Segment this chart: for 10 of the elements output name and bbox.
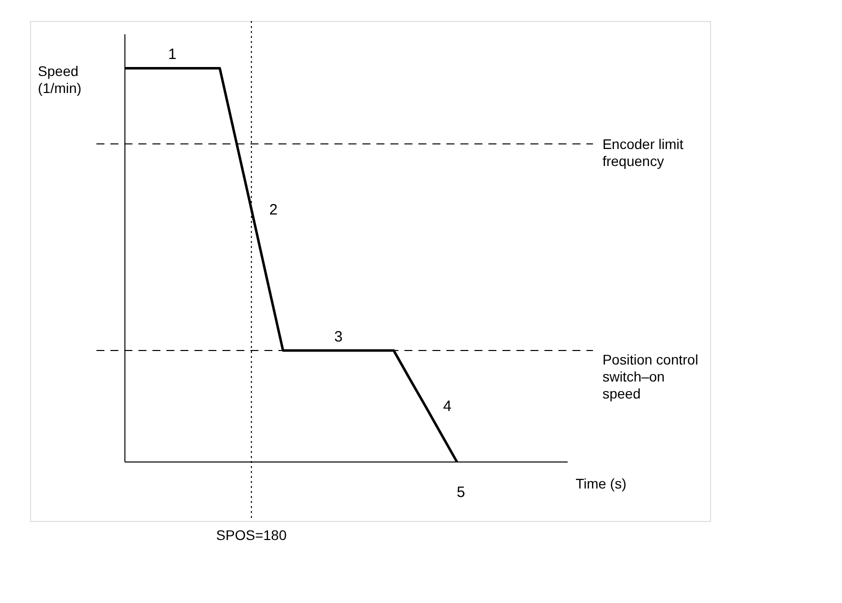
annotation: 2 [269, 201, 278, 218]
annotation: 1 [168, 46, 176, 64]
y-axis-title: Speed (1/min) [38, 63, 82, 96]
annotation: 4 [443, 398, 452, 416]
x-axis-title: Time (s) [576, 476, 626, 492]
ref-line-label: Position control switch–on speed [602, 352, 698, 402]
ref-line-label: Encoder limit frequency [602, 136, 684, 169]
text: SPOS=180 [216, 527, 287, 543]
annotation: 5 [456, 484, 466, 501]
annotation: 3 [334, 328, 343, 346]
